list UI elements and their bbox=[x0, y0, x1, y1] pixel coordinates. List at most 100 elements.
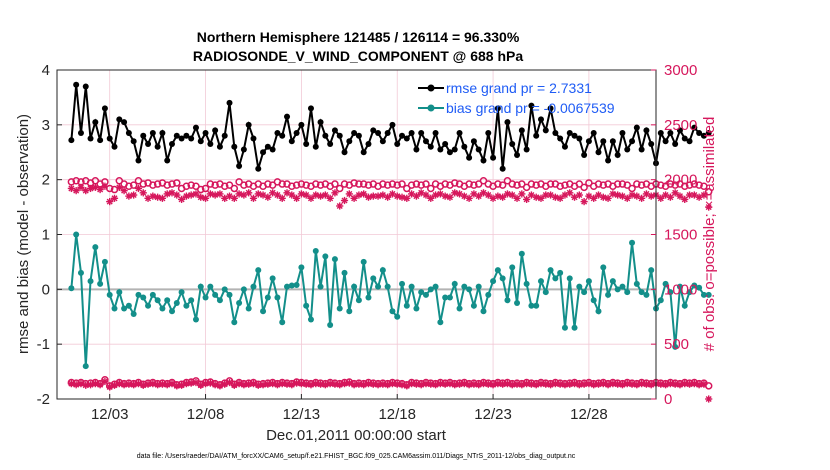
obs-star-stroke bbox=[581, 381, 588, 388]
x-tick-label: 12/23 bbox=[474, 406, 512, 423]
obs-star-stroke bbox=[437, 190, 444, 197]
obs-assimilated-marker bbox=[657, 194, 665, 202]
obs-assimilated-marker bbox=[384, 193, 392, 201]
rmse-point bbox=[595, 149, 602, 156]
rmse-point bbox=[432, 130, 439, 137]
rmse-point bbox=[140, 132, 147, 139]
obs-star-stroke bbox=[552, 194, 559, 201]
y-right-tick-label: 1500 bbox=[664, 227, 697, 244]
obs-star-stroke bbox=[121, 187, 128, 194]
rmse-point bbox=[394, 141, 401, 148]
grid bbox=[57, 69, 656, 400]
rmse-point bbox=[518, 127, 525, 134]
obs-star-stroke bbox=[269, 189, 276, 196]
rmse-point bbox=[269, 146, 276, 153]
rmse-point bbox=[590, 130, 597, 137]
x-tick-label: 12/03 bbox=[91, 406, 129, 423]
rmse-point bbox=[585, 138, 592, 145]
obs-assimilated-marker bbox=[580, 198, 588, 206]
legend-rmse-label: rmse grand pr = 2.7331 bbox=[446, 80, 592, 96]
obs-star-stroke bbox=[403, 195, 410, 202]
obs-star-stroke bbox=[509, 381, 516, 388]
obs-assimilated-lower-marker bbox=[661, 381, 670, 389]
rmse-point bbox=[648, 141, 655, 148]
obs-star-stroke bbox=[149, 380, 156, 387]
rmse-point bbox=[351, 130, 358, 137]
obs-possible-marker bbox=[685, 181, 694, 189]
obs-assimilated-marker bbox=[518, 190, 526, 198]
rmse-point bbox=[274, 130, 281, 137]
obs-star-stroke bbox=[672, 189, 679, 196]
rmse-point bbox=[446, 149, 453, 156]
bias-point bbox=[657, 297, 664, 304]
rmse-point bbox=[389, 121, 396, 128]
obs-star-stroke bbox=[437, 380, 444, 387]
obs-star-stroke bbox=[360, 190, 367, 197]
bias-point bbox=[97, 280, 104, 287]
obs-possible-marker bbox=[350, 179, 358, 187]
obs-star-stroke bbox=[523, 196, 530, 203]
rmse-point bbox=[288, 138, 295, 145]
rmse-point bbox=[475, 146, 482, 153]
rmse-point bbox=[691, 124, 698, 131]
rmse-point bbox=[159, 130, 166, 137]
obs-assimilated-marker bbox=[72, 187, 80, 195]
bias-point bbox=[696, 284, 703, 291]
rmse-point bbox=[619, 130, 626, 137]
obs-star-stroke bbox=[480, 380, 487, 387]
obs-star-stroke bbox=[576, 381, 583, 388]
obs-assimilated-marker bbox=[96, 185, 104, 194]
rmse-point bbox=[145, 141, 152, 148]
obs-star-stroke bbox=[422, 380, 429, 387]
obs-star-stroke bbox=[442, 193, 449, 200]
obs-assimilated-marker bbox=[475, 192, 483, 200]
rmse-point bbox=[355, 132, 362, 139]
rmse-point bbox=[192, 124, 199, 131]
obs-star-stroke bbox=[643, 381, 650, 388]
bias-point bbox=[408, 283, 415, 290]
obs-star-stroke bbox=[82, 382, 89, 389]
obs-assimilated-lower-marker bbox=[225, 378, 234, 387]
bias-point bbox=[547, 267, 554, 274]
obs-star-stroke bbox=[389, 190, 396, 197]
obs-star-stroke bbox=[533, 194, 540, 201]
obs-assimilated-lower-marker bbox=[192, 378, 200, 387]
obs-star-stroke bbox=[466, 195, 473, 202]
obs-possible-marker bbox=[450, 179, 459, 187]
obs-possible-marker bbox=[666, 180, 675, 188]
obs-assimilated-marker bbox=[412, 192, 420, 200]
obs-star-stroke bbox=[370, 193, 377, 200]
obs-star-stroke bbox=[288, 192, 295, 199]
y-left-tick-label: 4 bbox=[42, 62, 50, 79]
bias-point bbox=[561, 324, 568, 331]
bias-point bbox=[336, 305, 343, 312]
bias-point bbox=[255, 267, 262, 274]
obs-star-stroke bbox=[312, 380, 319, 387]
obs-possible-marker bbox=[508, 180, 516, 188]
obs-star-stroke bbox=[542, 192, 549, 199]
obs-star-stroke bbox=[336, 202, 343, 210]
rmse-point bbox=[365, 141, 372, 148]
obs-star-stroke bbox=[68, 185, 75, 192]
obs-star-stroke bbox=[245, 381, 252, 388]
obs-star-stroke bbox=[298, 190, 305, 197]
x-tick-label: 12/08 bbox=[187, 406, 225, 423]
obs-assimilated-marker bbox=[676, 192, 684, 200]
rmse-point bbox=[322, 132, 329, 139]
obs-star-stroke bbox=[202, 195, 209, 202]
obs-possible-marker bbox=[412, 180, 421, 188]
obs-assimilated-lower-marker bbox=[96, 381, 104, 389]
obs-star-stroke bbox=[312, 192, 319, 199]
obs-star-stroke bbox=[97, 186, 104, 193]
obs-star-stroke bbox=[590, 381, 597, 388]
legend: rmse grand pr = 2.7331 bias grand pr = -… bbox=[418, 80, 615, 116]
bias-point bbox=[188, 297, 195, 304]
rmse-point bbox=[312, 143, 319, 150]
obs-possible-marker bbox=[163, 181, 171, 189]
bias-point bbox=[629, 239, 636, 246]
rmse-point bbox=[624, 146, 631, 153]
obs-assimilated-marker bbox=[134, 184, 143, 193]
obs-possible-marker bbox=[129, 181, 138, 189]
obs-star-stroke bbox=[456, 190, 463, 197]
y-left-tick-label: -2 bbox=[37, 391, 50, 408]
